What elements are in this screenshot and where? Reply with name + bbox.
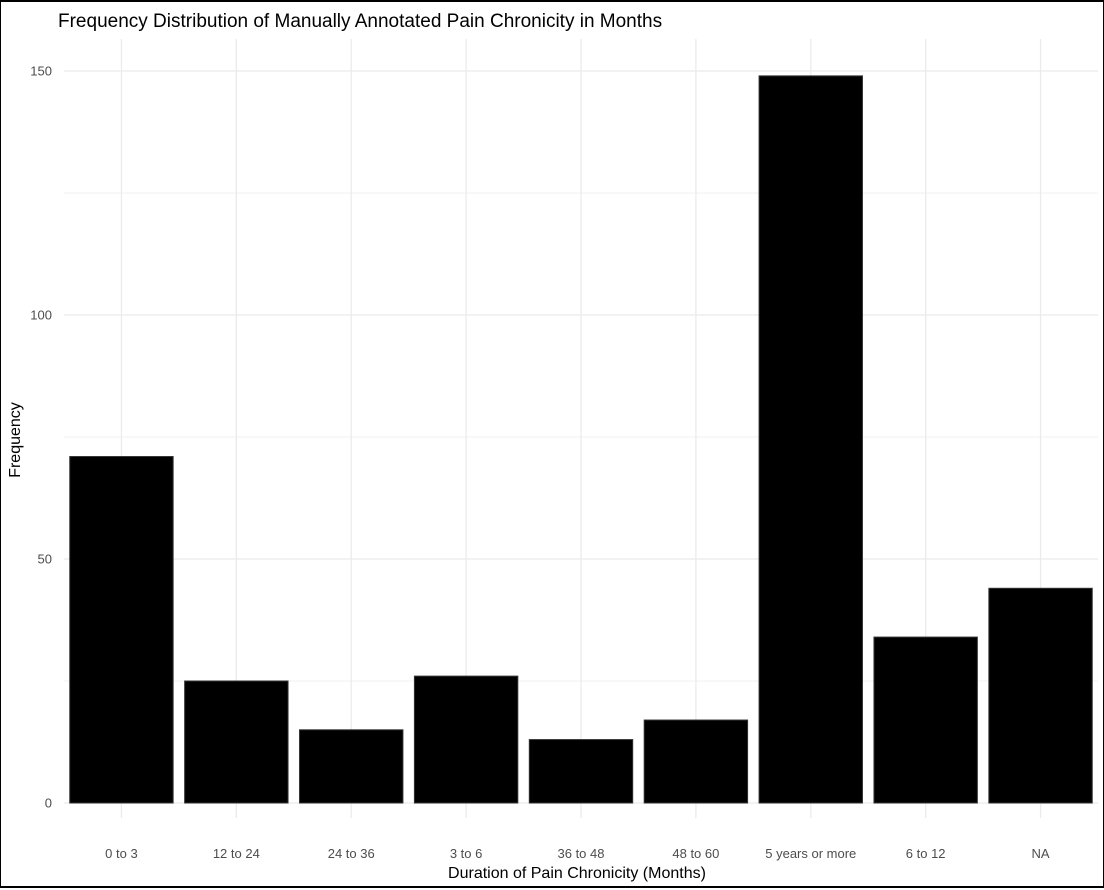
bars	[69, 75, 1093, 804]
bar	[528, 739, 634, 804]
x-tick-label: 24 to 36	[328, 846, 375, 861]
x-tick-label: 5 years or more	[765, 846, 856, 861]
x-tick-labels: 0 to 3 12 to 24 24 to 36 3 to 6 36 to 48 48 t…	[105, 846, 1050, 861]
x-tick-label: NA	[1032, 846, 1050, 861]
x-tick-label: 0 to 3	[105, 846, 138, 861]
y-tick-label: 150	[30, 64, 52, 79]
bar	[413, 675, 519, 804]
chart-title: Frequency Distribution of Manually Annot…	[58, 11, 662, 32]
x-tick-label: 36 to 48	[558, 846, 605, 861]
y-axis-title: Frequency	[7, 402, 24, 478]
bar	[873, 636, 978, 804]
x-tick-label: 3 to 6	[450, 846, 483, 861]
y-tick-label: 50	[38, 552, 52, 567]
bar	[758, 75, 863, 804]
y-tick-label: 0	[45, 796, 52, 811]
x-axis-title: Duration of Pain Chronicity (Months)	[448, 865, 706, 882]
bar	[988, 587, 1093, 804]
bar	[69, 456, 174, 804]
y-tick-label: 100	[30, 308, 52, 323]
x-tick-label: 12 to 24	[213, 846, 260, 861]
x-tick-label: 6 to 12	[906, 846, 946, 861]
x-tick-label: 48 to 60	[672, 846, 719, 861]
bar	[643, 719, 749, 804]
y-tick-labels: 0 50 100 150	[30, 64, 52, 811]
bar	[184, 680, 289, 804]
bar	[299, 729, 404, 804]
